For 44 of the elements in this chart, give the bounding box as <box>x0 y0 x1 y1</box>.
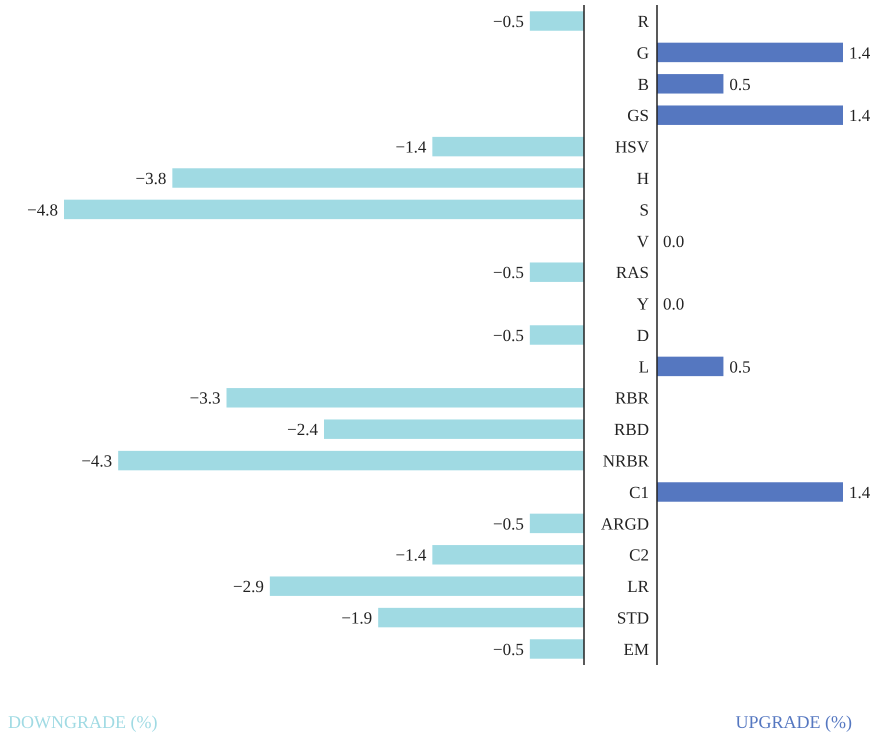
y-tick-label: C2 <box>629 546 649 565</box>
data-label: −1.9 <box>341 608 372 628</box>
y-tick-label: L <box>638 357 649 376</box>
data-label: −2.9 <box>232 577 264 596</box>
data-label: 1.4 <box>849 106 871 126</box>
x-axis-title: DOWNGRADE (%) <box>8 712 158 732</box>
y-tick-label: HSV <box>614 138 650 157</box>
y-tick-label: RAS <box>616 263 649 282</box>
data-label: −2.4 <box>287 420 318 440</box>
y-tick-label: C1 <box>629 482 649 502</box>
y-tick-label: EM <box>624 640 649 659</box>
y-tick-label: V <box>636 232 650 251</box>
y-tick-label: G <box>636 43 649 62</box>
y-tick-label: NRBR <box>602 452 650 471</box>
data-label: 0.5 <box>729 74 751 94</box>
data-label: 1.4 <box>849 43 871 62</box>
y-tick-label: RBR <box>614 388 650 408</box>
data-label: 0.5 <box>729 357 751 376</box>
x-axis-title: UPGRADE (%) <box>736 712 852 732</box>
y-tick-label: LR <box>627 577 650 596</box>
data-label: −1.4 <box>395 546 427 565</box>
y-tick-label: ARGD <box>600 514 649 534</box>
y-tick-label: RBD <box>614 420 649 440</box>
y-tick-label: S <box>640 200 649 220</box>
data-label: −0.5 <box>492 326 524 345</box>
y-tick-label: Y <box>636 294 649 314</box>
data-label: −1.4 <box>395 138 427 157</box>
data-label: 1.4 <box>849 482 871 502</box>
data-label: 0.0 <box>663 294 684 314</box>
data-label: −0.5 <box>492 263 524 282</box>
y-tick-label: GS <box>627 106 649 126</box>
y-tick-label: H <box>636 168 649 188</box>
data-label: −0.5 <box>492 514 524 534</box>
data-label: −3.8 <box>135 168 166 188</box>
y-tick-label: D <box>636 326 649 345</box>
data-label: −4.3 <box>81 452 112 471</box>
data-label: −0.5 <box>492 640 524 659</box>
data-label: −3.3 <box>190 388 220 408</box>
y-tick-label: R <box>638 12 650 31</box>
data-label: −4.8 <box>27 200 58 220</box>
data-label: 0.0 <box>663 232 684 251</box>
data-label: −0.5 <box>492 12 524 31</box>
y-tick-label: B <box>638 74 649 94</box>
y-tick-label: STD <box>616 608 649 628</box>
